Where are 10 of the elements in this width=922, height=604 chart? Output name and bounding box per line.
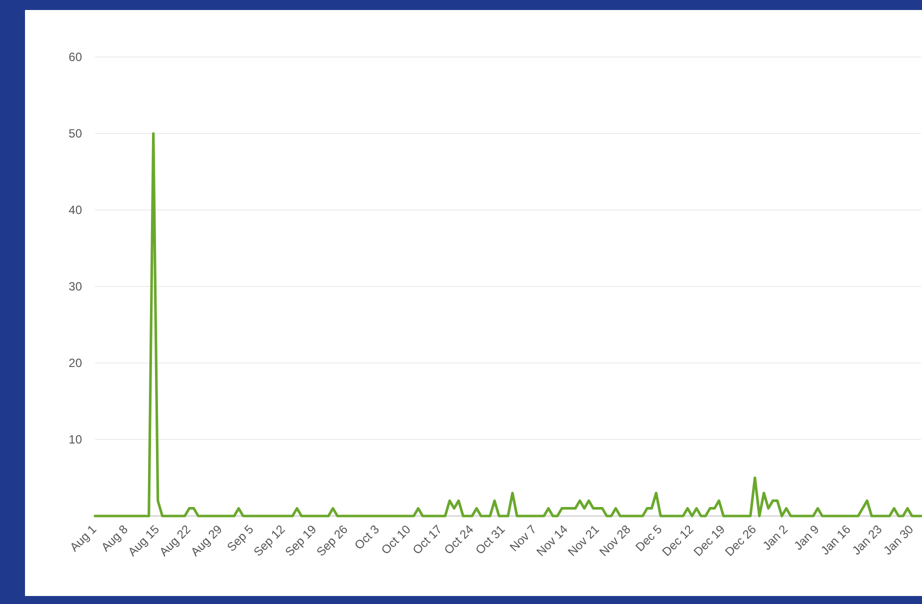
y-tick-label: 10 [68,432,82,447]
x-tick-label: Jan 2 [760,522,791,553]
line-series [94,132,922,518]
y-tick-label: 60 [68,50,82,64]
y-tick-label: 40 [68,203,82,218]
y-tick-label: 50 [68,126,82,141]
x-tick-label: Aug 1 [67,522,100,554]
x-tick-label: Aug 8 [98,522,131,554]
y-tick-label: 20 [68,356,82,370]
y-tick-label: 30 [68,280,82,294]
